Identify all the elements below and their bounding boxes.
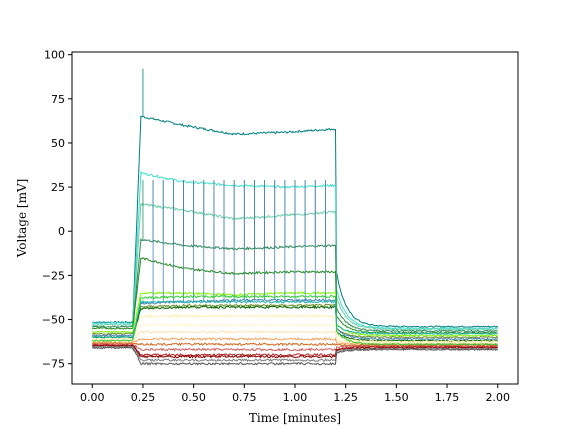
trace-line [91, 329, 499, 345]
x-tick-label: 1.75 [435, 391, 460, 404]
y-tick-label: 50 [51, 137, 65, 150]
x-axis-ticks: 0.00 0.25 0.50 0.75 1.00 1.25 1.50 1.75 2.00 [80, 384, 510, 404]
x-tick-label: 0.50 [181, 391, 206, 404]
y-tick-label: 0 [58, 225, 65, 238]
trace-line [92, 314, 498, 343]
trace-line [92, 115, 499, 328]
trace-line [92, 346, 498, 366]
y-tick-label: −50 [42, 314, 65, 327]
y-axis-ticks: −75 −50 −25 0 25 50 75 100 [42, 49, 72, 371]
y-tick-label: 75 [51, 93, 65, 106]
trace-line [91, 303, 499, 339]
y-tick-label: 25 [51, 181, 65, 194]
y-tick-label: 100 [44, 49, 65, 62]
x-axis-label: Time [minutes] [249, 411, 341, 425]
trace-line [91, 294, 498, 346]
x-tick-label: 1.00 [283, 391, 308, 404]
y-tick-label: −75 [42, 358, 65, 371]
trace-line [91, 343, 498, 357]
x-tick-label: 0.75 [232, 391, 257, 404]
trace-line [91, 305, 498, 343]
y-tick-label: −25 [42, 269, 65, 282]
x-tick-label: 0.25 [131, 391, 156, 404]
trace-line [92, 343, 499, 352]
trace-line [91, 298, 499, 341]
x-tick-label: 0.00 [80, 391, 105, 404]
trace-line [92, 344, 498, 359]
x-tick-label: 1.50 [384, 391, 409, 404]
y-axis-label: Voltage [mV] [15, 179, 29, 259]
x-tick-label: 2.00 [485, 391, 510, 404]
x-tick-label: 1.25 [333, 391, 358, 404]
trace-line [92, 299, 498, 340]
traces-group [91, 68, 499, 366]
